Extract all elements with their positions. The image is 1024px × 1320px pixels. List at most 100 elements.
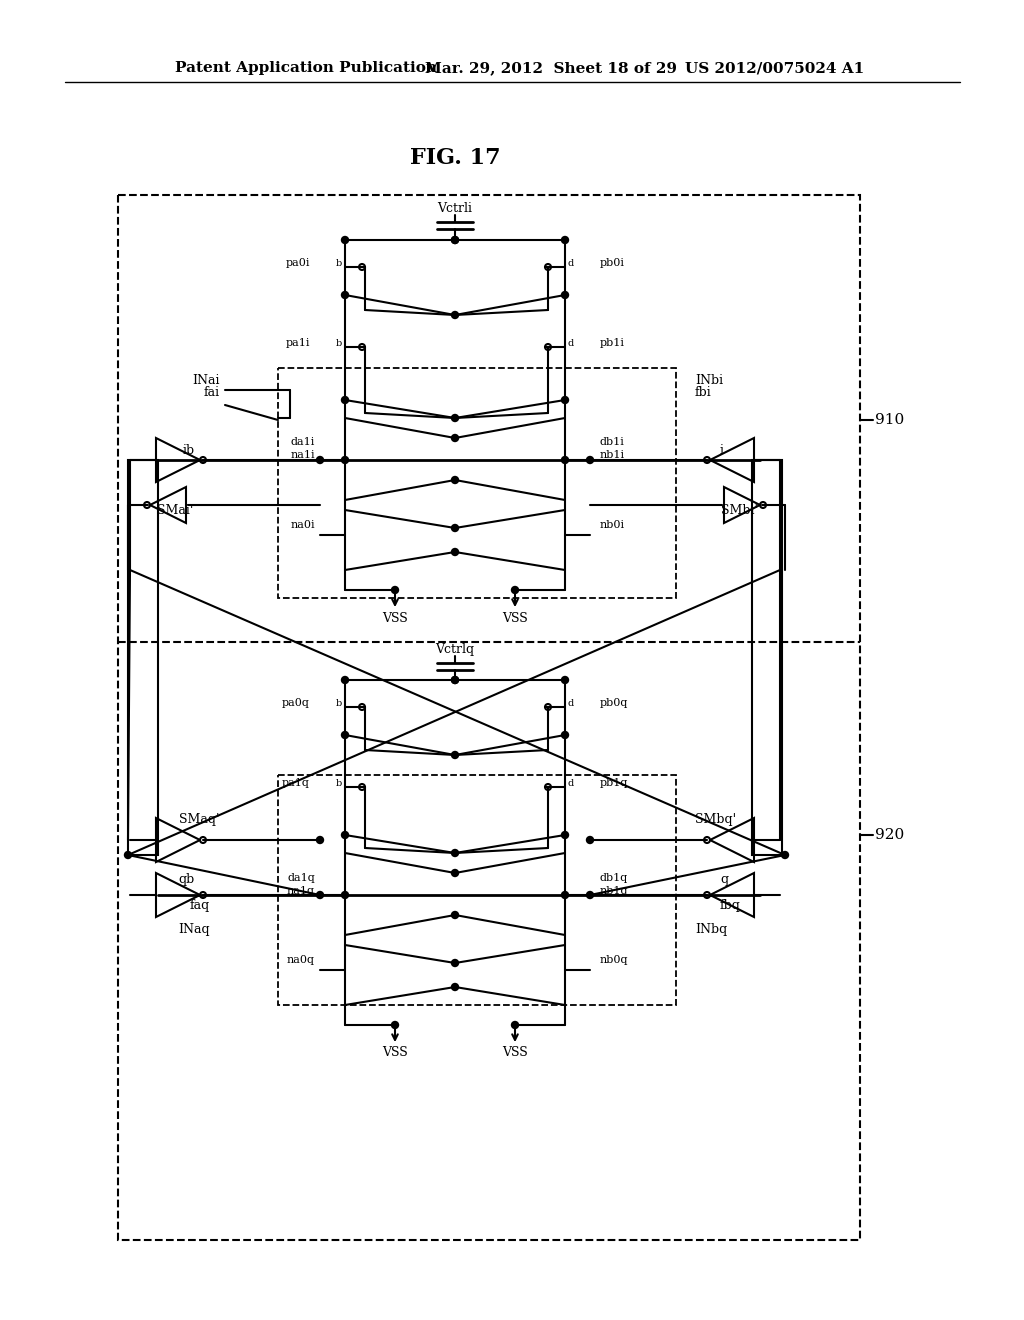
Text: pb0q: pb0q (600, 698, 629, 708)
Text: pa1i: pa1i (286, 338, 310, 348)
Text: na1i: na1i (291, 450, 315, 459)
Text: db1i: db1i (600, 437, 625, 447)
Text: VSS: VSS (382, 1047, 408, 1060)
Text: fai: fai (204, 387, 220, 400)
Circle shape (452, 983, 459, 990)
Text: b: b (336, 259, 342, 268)
Circle shape (587, 891, 594, 899)
Circle shape (125, 851, 131, 858)
Text: i: i (720, 444, 724, 457)
Circle shape (561, 891, 568, 899)
Text: fbi: fbi (695, 387, 712, 400)
Bar (752, 459, 782, 855)
Circle shape (452, 236, 459, 243)
Circle shape (452, 524, 459, 532)
Circle shape (452, 236, 459, 243)
Circle shape (316, 891, 324, 899)
Text: b: b (336, 338, 342, 347)
Circle shape (316, 837, 324, 843)
Circle shape (316, 457, 324, 463)
Text: 910: 910 (874, 413, 904, 426)
Text: pa0q: pa0q (283, 698, 310, 708)
Text: nb1q: nb1q (600, 886, 629, 896)
Text: da1q: da1q (288, 873, 315, 883)
Text: b: b (336, 698, 342, 708)
Circle shape (341, 891, 348, 899)
Circle shape (587, 457, 594, 463)
Circle shape (561, 292, 568, 298)
Text: pb1q: pb1q (600, 777, 629, 788)
Text: INbi: INbi (695, 374, 723, 387)
Text: SMai': SMai' (157, 503, 194, 516)
Circle shape (452, 912, 459, 919)
Text: pb1i: pb1i (600, 338, 625, 348)
Circle shape (341, 396, 348, 404)
Circle shape (452, 960, 459, 966)
Circle shape (561, 236, 568, 243)
Text: q: q (720, 874, 728, 887)
Text: db1q: db1q (600, 873, 629, 883)
Circle shape (452, 312, 459, 318)
Text: qb: qb (179, 874, 195, 887)
Text: Vctrli: Vctrli (437, 202, 472, 214)
Circle shape (512, 1022, 518, 1028)
Text: pa1q: pa1q (283, 777, 310, 788)
Text: VSS: VSS (502, 1047, 528, 1060)
Text: 920: 920 (874, 828, 904, 842)
Circle shape (561, 457, 568, 463)
Text: pb0i: pb0i (600, 257, 625, 268)
Bar (118, 195, 860, 1239)
Circle shape (452, 434, 459, 441)
Text: US 2012/0075024 A1: US 2012/0075024 A1 (685, 61, 864, 75)
Text: pa0i: pa0i (286, 257, 310, 268)
Bar (278, 368, 676, 598)
Circle shape (341, 457, 348, 463)
Circle shape (452, 414, 459, 421)
Bar (128, 459, 158, 855)
Text: Vctrlq: Vctrlq (435, 644, 474, 656)
Circle shape (561, 832, 568, 838)
Circle shape (452, 477, 459, 483)
Text: INbq: INbq (695, 924, 727, 936)
Text: d: d (568, 698, 574, 708)
Circle shape (341, 292, 348, 298)
Text: SMaq': SMaq' (179, 813, 220, 826)
Circle shape (512, 586, 518, 594)
Text: VSS: VSS (382, 611, 408, 624)
Text: na0q: na0q (287, 954, 315, 965)
Text: b: b (336, 779, 342, 788)
Circle shape (561, 396, 568, 404)
Circle shape (452, 676, 459, 684)
Text: d: d (568, 779, 574, 788)
Circle shape (452, 676, 459, 684)
Text: ib: ib (183, 444, 195, 457)
Circle shape (341, 236, 348, 243)
Circle shape (341, 832, 348, 838)
Circle shape (391, 586, 398, 594)
Text: d: d (568, 338, 574, 347)
Circle shape (561, 676, 568, 684)
Circle shape (452, 870, 459, 876)
Bar (278, 775, 676, 1005)
Text: fbq: fbq (720, 899, 741, 912)
Text: nb0q: nb0q (600, 954, 629, 965)
Circle shape (587, 837, 594, 843)
Text: VSS: VSS (502, 611, 528, 624)
Text: SMbi': SMbi' (722, 503, 759, 516)
Circle shape (561, 731, 568, 738)
Text: INaq: INaq (178, 924, 210, 936)
Circle shape (341, 731, 348, 738)
Text: INai: INai (193, 374, 220, 387)
Text: FIG. 17: FIG. 17 (410, 147, 501, 169)
Circle shape (391, 1022, 398, 1028)
Text: SMbq': SMbq' (695, 813, 736, 826)
Circle shape (452, 850, 459, 857)
Circle shape (452, 751, 459, 759)
Text: na0i: na0i (291, 520, 315, 531)
Text: nb0i: nb0i (600, 520, 625, 531)
Text: faq: faq (189, 899, 210, 912)
Circle shape (781, 851, 788, 858)
Circle shape (452, 549, 459, 556)
Text: Patent Application Publication: Patent Application Publication (175, 61, 437, 75)
Text: Mar. 29, 2012  Sheet 18 of 29: Mar. 29, 2012 Sheet 18 of 29 (425, 61, 677, 75)
